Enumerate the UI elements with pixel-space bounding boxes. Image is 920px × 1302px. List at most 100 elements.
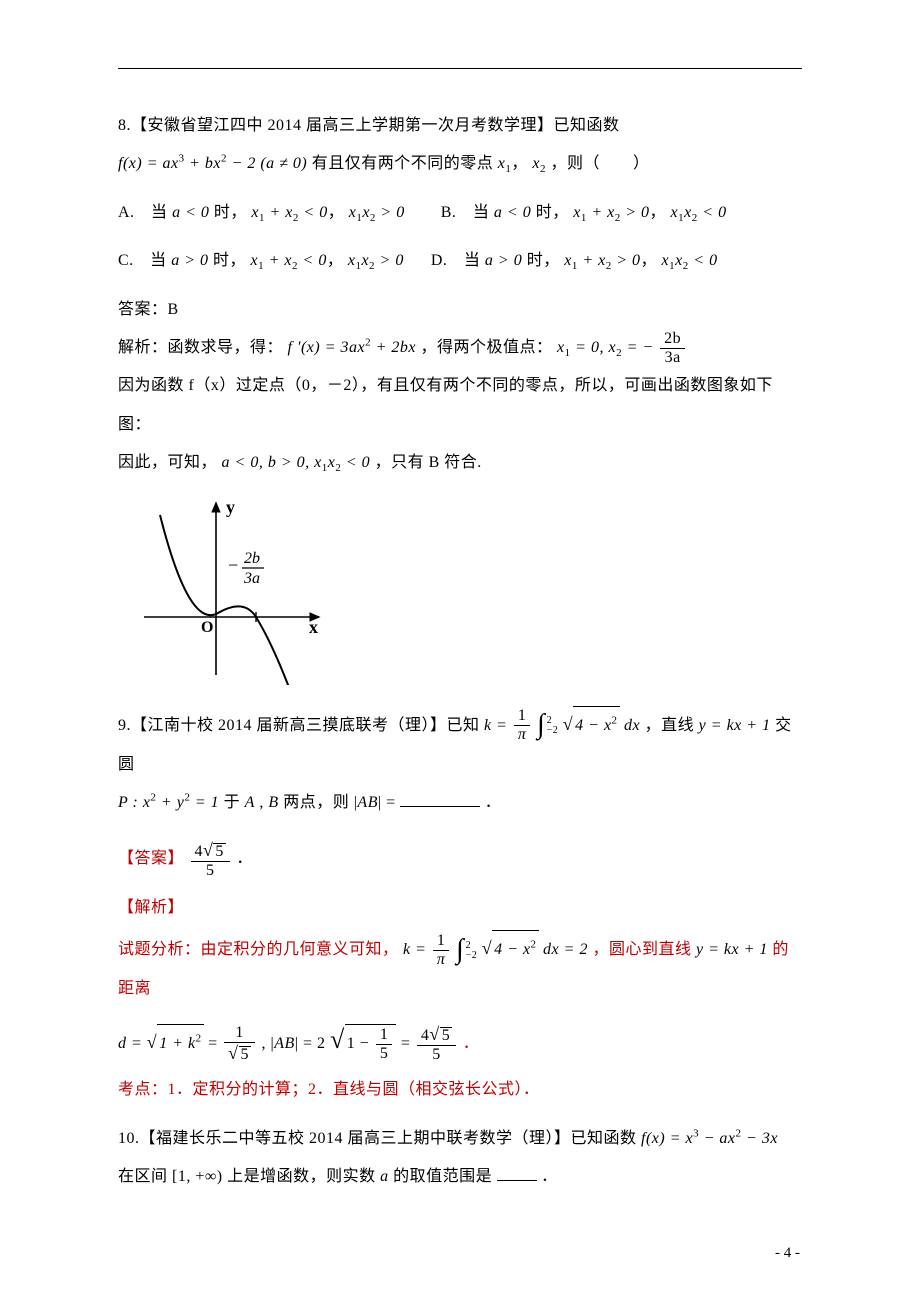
q8-x1: x1 <box>498 155 512 172</box>
q8-expl-2-text: ，得两个极值点： <box>421 339 553 356</box>
q9-sol-sqrt: √4 − x2 <box>482 927 539 970</box>
q9-sqrt: √4 − x2 <box>563 703 620 746</box>
q8-optD-s1: x1 + x2 > 0 <box>564 252 640 269</box>
q8-fx: f(x) = ax3 + bx2 − 2 (a ≠ 0) <box>118 155 312 172</box>
q8-optA-shi: 时， <box>214 204 247 221</box>
q8-expl-4: 因此，可知， a < 0, b > 0, x1x2 < 0 ，只有 B 符合. <box>118 444 802 482</box>
q9-circle-line: P : x2 + y2 = 1 于 A , B 两点，则 |AB| = ． <box>118 784 802 822</box>
q10-a: a <box>380 1168 389 1185</box>
q10-period: ． <box>541 1168 558 1185</box>
q8-expl-4a: 因此，可知， <box>118 454 217 471</box>
q8-optD-s2: x1x2 < 0 <box>662 252 718 269</box>
q9-sol-int-lo: −2 <box>466 951 478 961</box>
q8-optC-s2: x1x2 > 0 <box>348 252 404 269</box>
q9-d-sqrt: √1 + k2 <box>147 1021 204 1064</box>
q9-ab-eq2: = <box>401 1035 415 1052</box>
q8-x2: x2 <box>532 155 546 172</box>
q10-line2: 在区间 [1, +∞) 上是增函数，则实数 a 的取值范围是 ． <box>118 1158 802 1196</box>
q10-source-line: 10.【福建长乐二中等五校 2014 届高三上期中联考数学（理）】已知函数 f(… <box>118 1120 802 1158</box>
q8-expl-1: 解析：函数求导，得： f ′(x) = 3ax2 + 2bx ，得两个极值点： … <box>118 329 802 367</box>
q9-sol-k: k = <box>403 941 431 958</box>
q9-AB: |AB| = <box>354 794 396 811</box>
q8-frac-num: 2b <box>660 331 685 349</box>
q9-ab-sqrt: √1 − 15 <box>330 1009 396 1071</box>
q9-mid: ，直线 <box>645 717 695 734</box>
q9-answer-line: 【答案】 4√5 5 ． <box>118 840 802 878</box>
q9-comma: , <box>262 1035 271 1052</box>
q8-a-lt0-2: a < 0 <box>494 204 531 221</box>
q9-A: A <box>245 794 255 811</box>
q9-sol-1: 试题分析：由定积分的几何意义可知， k = 1 π ∫ 2 −2 √4 − x2… <box>118 927 802 1009</box>
q8-frac: 2b 3a <box>660 331 685 366</box>
q8-optB-s1: x1 + x2 > 0 <box>573 204 649 221</box>
graph-frac-den: 3a <box>243 570 260 587</box>
q10-fx: f(x) = x3 − ax2 − 3x <box>641 1130 778 1147</box>
q9-source-line: 9.【江南十校 2014 届新高三摸底联考（理）】已知 k = 1 π ∫ 2 … <box>118 703 802 785</box>
q8-a-lt0-1: a < 0 <box>172 204 209 221</box>
q10-l2b: 上是增函数，则实数 <box>227 1168 376 1185</box>
q9-d-eq: d = <box>118 1035 147 1052</box>
q8-crit: x1 = 0, x2 = − <box>557 339 654 356</box>
integral-icon-2: ∫ <box>456 942 464 959</box>
q9-sol-dx: dx = 2 <box>543 941 588 958</box>
q8-graph: y x O − 2b 3a <box>134 495 334 685</box>
q8-fprime: f ′(x) = 3ax2 + 2bx <box>288 339 417 356</box>
q9-k: k = <box>484 717 512 734</box>
graph-x-label: x <box>309 617 318 637</box>
graph-frac-num: 2b <box>244 550 260 567</box>
q9-tail3: 两点，则 <box>283 794 349 811</box>
q8-options-cd: C. 当 a > 0 时， x1 + x2 < 0， x1x2 > 0 D. 当… <box>118 242 802 280</box>
q9-sol-1-text: 试题分析：由定积分的几何意义可知， <box>118 941 399 958</box>
q9-d-eq2: = <box>208 1035 222 1052</box>
q9-d-num: 1 <box>224 1025 255 1043</box>
q9-sol-line: y = kx + 1 <box>696 941 768 958</box>
q9-sol-1pi: 1 π <box>433 933 450 968</box>
page-number: - 4 - <box>775 1245 800 1262</box>
q8-expl-4c: ，只有 B 符合. <box>375 454 482 471</box>
q8-optC-s1: x1 + x2 < 0 <box>251 252 327 269</box>
q8-optA-label: A. 当 <box>118 204 168 221</box>
q9-sol-label: 【解析】 <box>118 889 802 927</box>
q8-options-ab: A. 当 a < 0 时， x1 + x2 < 0， x1x2 > 0 B. 当… <box>118 194 802 232</box>
q8-optA-s2: x1x2 > 0 <box>349 204 405 221</box>
q8-optD-label: D. 当 <box>431 252 481 269</box>
q8-optC-label: C. 当 <box>118 252 167 269</box>
graph-y-label: y <box>226 497 235 517</box>
q8-answer: 答案：B <box>118 291 802 329</box>
q9-answer-frac: 4√5 5 <box>191 841 230 879</box>
q9-int-lims: 2 −2 <box>547 716 559 736</box>
q9-blank <box>400 790 480 807</box>
q9-tail2: 于 <box>224 794 241 811</box>
q9-1pi: 1 π <box>514 708 531 743</box>
q8-optB-shi: 时， <box>536 204 569 221</box>
q10-l2c: 的取值范围是 <box>393 1168 492 1185</box>
q8-then: ，则（ ） <box>551 155 650 172</box>
graph-origin-label: O <box>201 619 213 636</box>
q8-optD-shi: 时， <box>527 252 560 269</box>
q8-expl-1-text: 解析：函数求导，得： <box>118 339 283 356</box>
top-rule <box>118 68 802 69</box>
q8-optA-s1: x1 + x2 < 0 <box>251 204 327 221</box>
q10-source: 10.【福建长乐二中等五校 2014 届高三上期中联考数学（理）】已知函数 <box>118 1130 637 1147</box>
q9-answer-label: 【答案】 <box>118 850 184 867</box>
q9-ans-period: ． <box>236 850 253 867</box>
q8-optC-shi: 时， <box>213 252 246 269</box>
integral-icon: ∫ <box>537 717 545 734</box>
q9-sol-period: ． <box>463 1035 480 1052</box>
q9-d-frac: 1 √5 <box>224 1025 255 1063</box>
q8-tail: 有且仅有两个不同的零点 <box>312 155 494 172</box>
q10-interval: [1, +∞) <box>172 1168 223 1185</box>
q10-l2a: 在区间 <box>118 1168 168 1185</box>
q8-optB-label: B. 当 <box>441 204 490 221</box>
graph-minus: − <box>228 555 238 575</box>
q8-frac-den: 3a <box>660 349 685 366</box>
q9-line: y = kx + 1 <box>699 717 771 734</box>
q9-ans-den: 5 <box>191 862 230 879</box>
q8-expl-3: 因为函数 f（x）过定点（0，－2），有且仅有两个不同的零点，所以，可画出函数图… <box>118 367 802 444</box>
q9-kaodian: 考点：1．定积分的计算；2．直线与圆（相交弦长公式）． <box>118 1071 802 1109</box>
q9-ab-ans: 4√5 5 <box>417 1025 456 1063</box>
q9-B: B <box>268 794 278 811</box>
q9-sol-2: ，圆心到直线 <box>592 941 691 958</box>
q10-blank <box>497 1164 537 1181</box>
q9-int-lo: −2 <box>547 726 559 736</box>
